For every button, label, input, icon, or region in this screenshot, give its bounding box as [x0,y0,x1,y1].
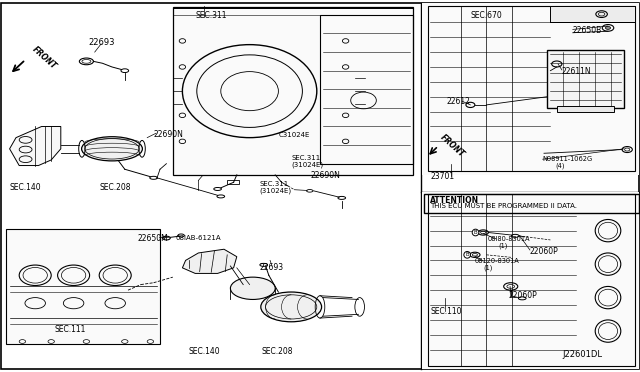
Text: 22060P: 22060P [509,291,538,300]
Text: SEC.110: SEC.110 [430,307,461,316]
Polygon shape [428,194,635,366]
Text: 22060P: 22060P [530,247,559,256]
Text: THIS ECU MUST BE PROGRAMMED II DATA.: THIS ECU MUST BE PROGRAMMED II DATA. [430,203,577,209]
Text: 22693: 22693 [259,263,284,272]
Bar [557,106,614,112]
Text: (31024E): (31024E) [259,187,291,194]
Text: 22650B: 22650B [573,26,602,35]
Text: SEC.208: SEC.208 [99,183,131,192]
Text: SEC.111: SEC.111 [54,325,86,334]
Bar [547,50,624,108]
Polygon shape [550,6,635,22]
Text: 08I80-8301A: 08I80-8301A [488,236,530,242]
Text: 08IAB-6121A: 08IAB-6121A [176,235,221,241]
Polygon shape [422,3,639,175]
Bar [6,229,160,344]
Ellipse shape [82,137,143,161]
Text: C31024E: C31024E [278,132,310,138]
Text: 22650M: 22650M [138,234,168,243]
Text: (1): (1) [498,242,508,249]
Text: N08911-1062G: N08911-1062G [543,156,593,162]
Text: 22612: 22612 [447,97,470,106]
Text: SEC.311: SEC.311 [291,155,321,161]
Text: 08120-8301A: 08120-8301A [475,258,520,264]
Text: ATTENTION: ATTENTION [430,196,479,205]
Text: SEC.670: SEC.670 [470,11,502,20]
Text: SEC.311: SEC.311 [259,181,289,187]
Text: SEC.311: SEC.311 [195,11,227,20]
Text: (4): (4) [556,162,565,169]
Text: SEC.140: SEC.140 [189,347,220,356]
Polygon shape [422,192,639,369]
Text: 22690N: 22690N [310,171,340,180]
Text: SEC.208: SEC.208 [261,347,292,356]
Polygon shape [182,249,237,273]
Text: SEC.140: SEC.140 [10,183,41,192]
Ellipse shape [605,26,611,29]
Bar [227,180,239,184]
Text: B: B [465,252,469,257]
Bar [424,194,639,213]
Text: FRONT: FRONT [31,45,58,71]
Text: B: B [474,230,477,235]
Bar [173,7,413,175]
Text: 23701: 23701 [430,172,454,181]
Ellipse shape [261,292,321,322]
Text: FRONT: FRONT [438,133,466,159]
Ellipse shape [230,277,275,299]
Polygon shape [428,6,635,171]
Text: 22611N: 22611N [562,67,591,76]
Text: 22690N: 22690N [154,130,184,139]
Bar [320,15,413,164]
Text: (1): (1) [483,264,493,271]
Text: J22601DL: J22601DL [562,350,602,359]
Text: (31024E): (31024E) [291,161,323,168]
Polygon shape [10,126,61,166]
Text: 22693: 22693 [88,38,115,47]
